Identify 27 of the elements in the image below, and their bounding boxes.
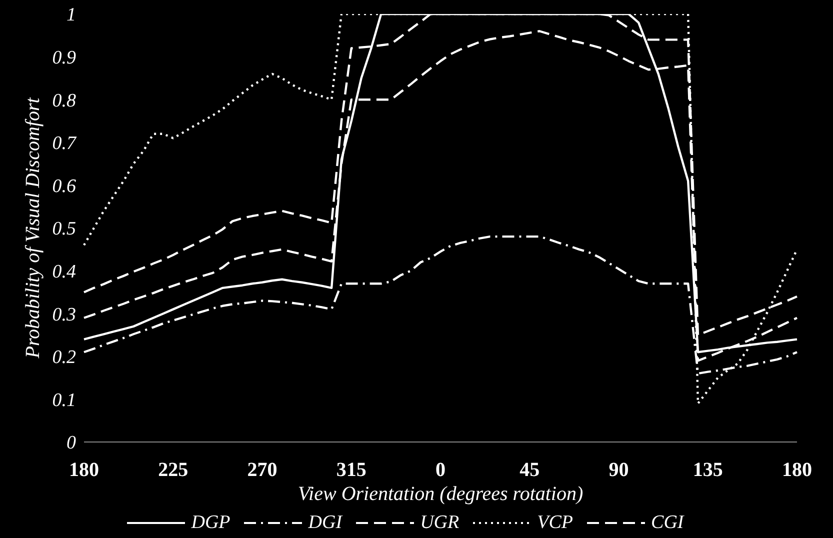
x-tick-label: 0 — [436, 459, 446, 482]
x-tick-label: 180 — [69, 459, 99, 482]
y-tick-label: 0.4 — [52, 262, 76, 283]
x-tick-label: 270 — [247, 459, 278, 482]
legend-label: UGR — [420, 512, 460, 534]
y-axis-title: Probability of Visual Discomfort — [22, 97, 44, 360]
y-tick-label: 0.5 — [52, 218, 76, 240]
legend-label: DGP — [191, 512, 230, 534]
y-tick-label: 1 — [66, 4, 76, 26]
x-axis-title: View Orientation (degrees rotation) — [298, 483, 584, 505]
y-tick-label: 0.8 — [52, 90, 76, 112]
legend-label: CGI — [651, 512, 684, 534]
y-tick-label: 0.9 — [52, 48, 76, 69]
legend-label: VCP — [537, 512, 574, 534]
x-tick-label: 315 — [336, 459, 366, 482]
legend-label: DGI — [308, 512, 342, 534]
x-tick-label: 90 — [608, 459, 629, 482]
y-tick-label: 0.7 — [52, 133, 78, 154]
x-tick-label: 225 — [158, 459, 188, 482]
y-tick-label: 0.2 — [52, 347, 76, 368]
x-tick-label: 45 — [520, 459, 540, 482]
y-tick-label: 0 — [66, 432, 76, 454]
y-tick-label: 0.1 — [52, 390, 76, 411]
x-tick-label: 135 — [692, 459, 723, 482]
y-tick-label: 0.6 — [52, 176, 76, 197]
x-tick-label: 180 — [782, 459, 812, 482]
y-tick-label: 0.3 — [52, 304, 76, 326]
